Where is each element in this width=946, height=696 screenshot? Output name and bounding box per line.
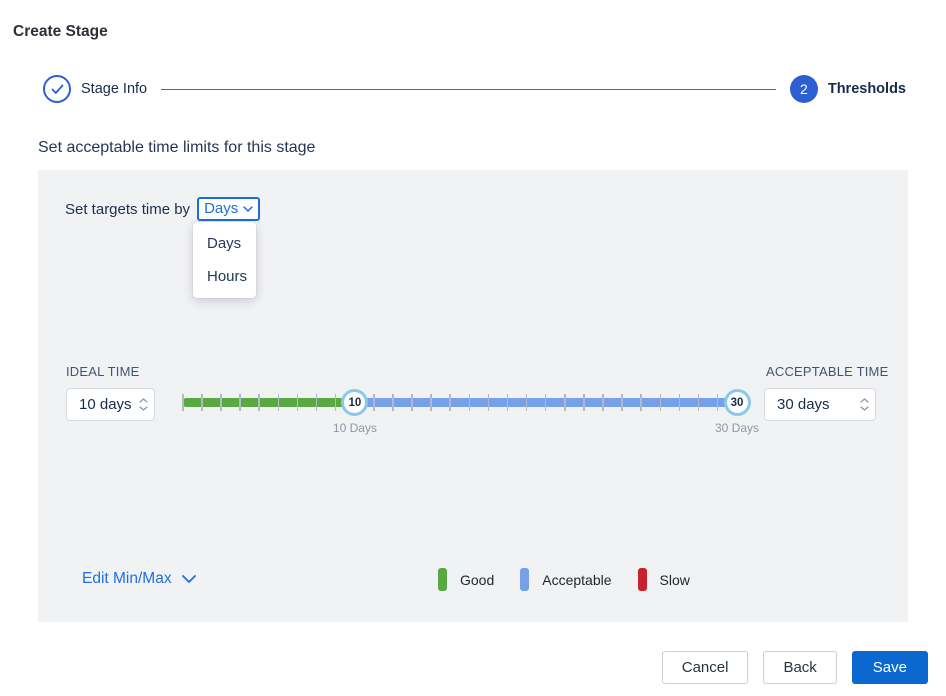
slider-segment [183,398,355,407]
legend-item: Slow [637,568,690,591]
step-thresholds[interactable]: 2 Thresholds [789,75,906,103]
stepper-connector-line [161,88,776,90]
cancel-button[interactable]: Cancel [661,651,749,684]
slider-handle-ideal[interactable]: 10 [341,389,369,416]
slider-tick [296,394,299,411]
step-number-circle: 2 [789,75,818,103]
spinner-down-icon[interactable] [859,406,869,411]
chevron-down-icon [181,575,196,583]
spinner-down-icon[interactable] [138,406,148,411]
slider-tick [334,394,337,411]
unit-select-menu: Days Hours [193,222,256,298]
acceptable-time-value: 30 days [777,396,830,413]
edit-minmax-link[interactable]: Edit Min/Max [82,570,196,588]
unit-select-value: Days [204,200,239,217]
slider-tick [525,394,528,411]
footer-actions: Cancel Back Save [661,651,928,684]
slider-tick [411,394,413,411]
legend-item: Good [438,568,494,591]
legend-item: Acceptable [520,568,612,591]
slider-tick [449,394,451,411]
ideal-time-value: 10 days [79,396,132,413]
chevron-down-icon [243,205,253,212]
acceptable-time-input[interactable]: 30 days [764,388,876,421]
slider-caption-ideal: 10 Days [332,421,377,435]
slider-tick [487,394,490,411]
ideal-time-label: IDEAL TIME [66,364,140,379]
thresholds-panel: Set targets time by Days Days Hours IDEAL… [38,170,908,622]
slider-tick [564,394,566,411]
slider-caption-acceptable: 30 Days [714,421,760,435]
unit-option-days[interactable]: Days [207,235,242,252]
slider-tick [544,394,547,411]
slider-tick [239,394,241,411]
slider-tick [373,394,375,411]
slider-tick [182,394,184,411]
ideal-time-input[interactable]: 10 days [66,388,155,421]
back-button[interactable]: Back [763,651,837,684]
legend-swatch [438,568,447,591]
legend-label: Good [460,571,495,588]
slider-tick [468,394,471,411]
save-button[interactable]: Save [851,651,928,684]
stepper: Stage Info 2 Thresholds [43,75,906,103]
step-thresholds-label: Thresholds [827,81,906,97]
slider-tick [220,394,222,411]
slider-tick [659,394,662,411]
edit-minmax-label: Edit Min/Max [82,570,172,587]
spinner-up-icon[interactable] [138,398,148,403]
ideal-time-stepper[interactable] [132,389,154,420]
step-stage-info[interactable]: Stage Info [43,75,147,103]
slider-tick [583,394,585,411]
acceptable-time-label: ACCEPTABLE TIME [766,364,889,379]
page-title: Create Stage [13,23,108,40]
slider-tick [602,394,604,411]
step-stage-info-label: Stage Info [81,81,148,97]
check-icon [51,84,63,94]
slider-tick [258,394,260,411]
step-complete-circle [43,75,71,103]
slider-tick [697,394,700,411]
slider-handle-acceptable[interactable]: 30 [723,389,751,416]
slider-tick [277,394,280,411]
unit-option-hours[interactable]: Hours [207,268,248,285]
legend: Good Acceptable Slow [438,568,690,591]
section-heading: Set acceptable time limits for this stag… [38,139,316,156]
slider-tick [315,394,318,411]
unit-select-trigger[interactable]: Days [197,197,261,221]
spinner-up-icon[interactable] [859,398,869,403]
legend-swatch [520,568,530,591]
acceptable-time-stepper[interactable] [853,389,875,420]
thresholds-slider[interactable]: 10 30 10 Days 30 Days [182,389,759,435]
slider-tick [716,394,719,411]
slider-tick [201,394,203,411]
legend-label: Slow [659,571,690,588]
slider-tick [506,394,509,411]
slider-tick [392,394,394,411]
slider-tick [640,394,642,411]
legend-label: Acceptable [542,571,612,588]
slider-tick [430,394,432,411]
targets-time-label: Set targets time by [65,200,191,218]
slider-tick [678,394,681,411]
slider-tick [621,394,623,411]
legend-swatch [637,568,647,591]
